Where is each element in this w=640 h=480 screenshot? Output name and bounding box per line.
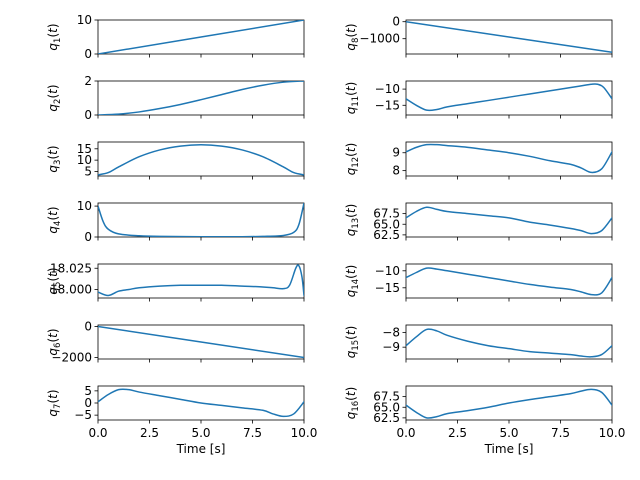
y-tick-label: 67.5 <box>373 390 400 404</box>
x-tick-label: 10.0 <box>291 426 318 440</box>
y-axis-title: q8(t) <box>344 23 361 50</box>
series-line-q2 <box>98 81 304 115</box>
x-axis-title: Time [s] <box>176 442 226 456</box>
y-tick-label: 5 <box>84 384 92 398</box>
y-tick-label: 0 <box>84 47 92 61</box>
y-tick-label: 67.5 <box>373 207 400 221</box>
y-tick-label: 0 <box>84 396 92 410</box>
y-axis-title: q5(t) <box>46 267 63 294</box>
y-tick-label: −10 <box>375 82 400 96</box>
x-tick-label: 10.0 <box>599 426 626 440</box>
axes-frame <box>97 202 305 238</box>
y-tick-label: 0 <box>392 15 400 29</box>
y-tick-label: 0 <box>84 230 92 244</box>
axes-frame <box>97 80 305 116</box>
subplot-q13: 62.565.067.5 q13(t) <box>344 202 613 242</box>
y-axis-title: q1(t) <box>46 23 63 50</box>
subplot-q16: 62.565.067.5 0.0 2.5 5.0 7.5 10.0 Time [s] q16(… <box>344 385 626 456</box>
series-line-q1 <box>98 20 304 54</box>
subplot-q7: −505 0.0 2.5 5.0 7.5 10.0 Time [s] q7(t) <box>46 384 317 456</box>
y-axis-title: q13(t) <box>344 204 361 237</box>
x-axis-title: Time [s] <box>484 442 534 456</box>
subplot-q8: −1000 0 q8(t) <box>344 15 613 58</box>
y-tick-label: 10 <box>77 13 92 27</box>
y-tick-label: 9 <box>392 146 400 160</box>
axes-frame <box>405 141 613 177</box>
y-axis-title: q4(t) <box>46 206 63 233</box>
x-tick-label: 5.0 <box>499 426 518 440</box>
y-tick-label: 65.0 <box>373 400 400 414</box>
axes-frame <box>97 263 305 299</box>
y-axis-title: q6(t) <box>46 328 63 355</box>
x-tick-label: 0.0 <box>396 426 415 440</box>
y-axis-title: q7(t) <box>46 389 63 416</box>
y-axis-title: q3(t) <box>46 145 63 172</box>
y-tick-label: −15 <box>375 281 400 295</box>
x-tick-label: 0.0 <box>88 426 107 440</box>
series-line-q7 <box>98 388 304 418</box>
axes-frame <box>97 141 305 177</box>
series-line-q13 <box>406 206 612 235</box>
y-tick-label: 62.5 <box>373 228 400 242</box>
subplot-q14: −15 −10 q14(t) <box>344 263 613 302</box>
x-tick-label: 7.5 <box>551 426 570 440</box>
series-line-q14 <box>406 267 612 296</box>
y-tick-label: 8 <box>392 164 400 178</box>
subplot-q2: 0 2 q2(t) <box>46 74 305 122</box>
subplot-q1: 0 10 q1(t) <box>46 13 305 61</box>
subplot-q12: 8 9 q12(t) <box>344 141 613 180</box>
axes-frame <box>405 324 613 360</box>
subplot-q11: −15 −10 q11(t) <box>344 80 613 119</box>
y-tick-label: −2000 <box>51 350 92 364</box>
y-axis-title: q2(t) <box>46 84 63 111</box>
x-tick-label: 2.5 <box>140 426 159 440</box>
y-tick-label: 0 <box>84 108 92 122</box>
y-tick-label: −5 <box>74 408 92 422</box>
series-line-q12 <box>406 143 612 174</box>
y-tick-label: −9 <box>382 340 400 354</box>
subplot-q15: −9−8 q15(t) <box>344 324 613 363</box>
y-tick-label: −1000 <box>359 32 400 46</box>
series-line-q8 <box>406 20 612 54</box>
y-tick-label: 62.5 <box>373 411 400 425</box>
x-tick-label: 7.5 <box>243 426 262 440</box>
y-tick-label: 65.0 <box>373 217 400 231</box>
y-tick-label: 2 <box>84 74 92 88</box>
y-axis-title: q15(t) <box>344 326 361 359</box>
y-tick-label: 5 <box>84 164 92 178</box>
series-line-q15 <box>406 328 612 358</box>
y-axis-title: q16(t) <box>344 387 361 420</box>
subplot-q4: 0 10 q4(t) <box>46 199 305 244</box>
series-line-q11 <box>406 83 612 112</box>
y-tick-label: 10 <box>77 153 92 167</box>
axes-frame <box>405 202 613 238</box>
y-tick-label: 15 <box>77 142 92 156</box>
y-tick-label: 10 <box>77 199 92 213</box>
series-line-q16 <box>406 388 612 419</box>
x-tick-label: 5.0 <box>191 426 210 440</box>
series-line-q5 <box>98 264 304 297</box>
y-tick-label: 0 <box>84 320 92 334</box>
y-tick-label: 18.025 <box>50 261 92 275</box>
series-line-q3 <box>98 143 304 176</box>
y-tick-label: −15 <box>375 98 400 112</box>
x-tick-label: 2.5 <box>448 426 467 440</box>
y-axis-title: q12(t) <box>344 143 361 176</box>
y-tick-label: 18.000 <box>50 283 92 297</box>
series-line-q6 <box>98 325 304 359</box>
series-line-q4 <box>98 203 304 237</box>
y-axis-title: q14(t) <box>344 265 361 298</box>
y-axis-title: q11(t) <box>344 82 361 115</box>
subplot-q6: −2000 0 q6(t) <box>46 320 305 364</box>
y-tick-label: −10 <box>375 264 400 278</box>
y-tick-label: −8 <box>382 325 400 339</box>
